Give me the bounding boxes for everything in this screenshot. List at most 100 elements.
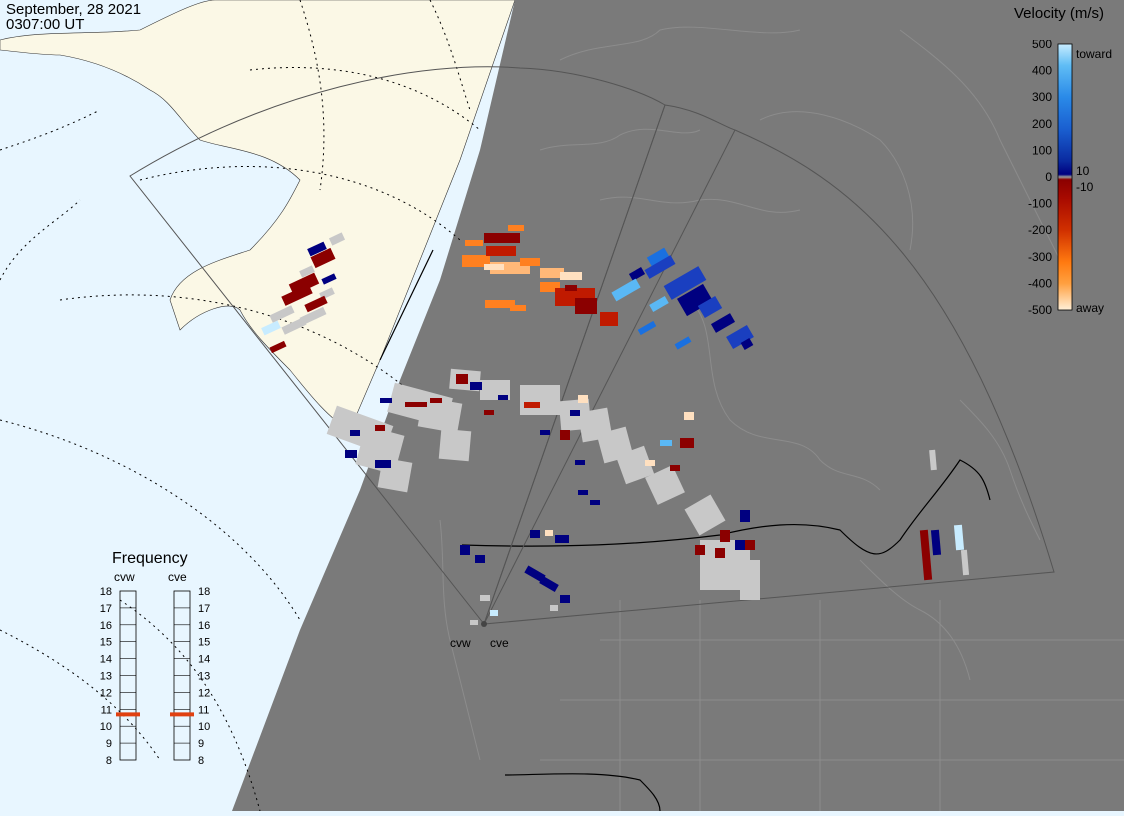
velocity-cell	[590, 500, 600, 505]
latitude-lines	[0, 0, 481, 812]
velocity-cell	[726, 324, 754, 350]
velocity-cell	[310, 247, 336, 269]
site-label-cvw: cvw	[450, 636, 471, 650]
velocity-cell	[953, 524, 965, 551]
velocity-cell	[490, 610, 498, 616]
velocity-cell	[735, 540, 745, 550]
velocity-cell	[350, 430, 360, 436]
velocity-cell	[460, 545, 470, 555]
velocity-cell	[456, 374, 468, 384]
velocity-cell	[677, 283, 713, 317]
velocity-cell	[345, 450, 357, 458]
colorbar-inner-pos: 10	[1076, 164, 1090, 178]
velocity-cell	[670, 465, 680, 471]
velocity-cell	[960, 549, 970, 576]
velocity-colorbar: 500 400 300 200 100 0 -100 -200 -300 -400 -500 10 -1…	[1028, 40, 1112, 317]
coastlines	[439, 26, 1124, 811]
velocity-cell	[919, 529, 933, 581]
frequency-scale-left: 16	[100, 620, 112, 632]
site-label-cve: cve	[490, 636, 509, 650]
velocity-cell	[637, 320, 657, 336]
velocity-cell	[575, 298, 597, 314]
colorbar-tick-label: 0	[1045, 170, 1052, 184]
field-of-view	[129, 66, 1055, 626]
colorbar-inner-neg: -10	[1076, 180, 1094, 194]
velocity-cell	[645, 465, 685, 505]
velocity-cell	[321, 273, 337, 285]
velocity-cell	[520, 385, 560, 415]
frequency-scale-right: 15	[198, 637, 210, 649]
velocity-cell	[646, 247, 670, 267]
velocity-cell	[430, 398, 442, 403]
velocity-cell	[380, 398, 392, 403]
velocity-cell	[484, 264, 504, 270]
velocity-cell	[663, 266, 707, 300]
velocity-cell	[470, 620, 478, 625]
alaska-land	[0, 0, 516, 431]
colorbar-tick-label: -100	[1028, 197, 1052, 211]
frequency-panel: 18 18 17 17 16 16 15 15 14 14 13 13 12 12 11 11 10 10 9 9 8 8	[100, 586, 211, 767]
velocity-cell	[498, 395, 508, 400]
colorbar-tick-label: 300	[1032, 90, 1052, 104]
velocity-cell	[510, 305, 526, 311]
velocity-cell	[484, 233, 520, 243]
velocity-cell	[485, 300, 515, 308]
frequency-scale-left: 17	[100, 603, 112, 615]
frequency-scale-left: 11	[101, 704, 112, 716]
velocity-cell	[375, 425, 385, 431]
velocity-cell	[261, 320, 281, 336]
frequency-scale-right: 11	[198, 704, 209, 716]
velocity-cell	[524, 402, 540, 408]
frequency-scale-right: 14	[198, 654, 210, 666]
velocity-cell	[462, 255, 490, 267]
colorbar-tick-label: 400	[1032, 64, 1052, 78]
velocity-cell	[710, 313, 736, 333]
frequency-scale-left: 15	[100, 637, 112, 649]
velocity-cell	[540, 268, 564, 278]
velocity-cell	[697, 295, 723, 319]
velocity-cell	[530, 530, 540, 538]
frequency-scale-left: 14	[100, 654, 112, 666]
frequency-scale-right: 18	[198, 586, 210, 598]
frequency-radar-cvw: cvw	[114, 570, 135, 584]
velocity-cell	[715, 548, 725, 558]
colorbar-away: away	[1076, 301, 1104, 315]
colorbar-tick-label: 100	[1032, 143, 1052, 157]
velocity-cell	[575, 460, 585, 465]
velocity-cell	[695, 545, 705, 555]
velocity-cell	[281, 317, 307, 335]
colorbar-tick-label: -200	[1028, 223, 1052, 237]
velocity-cell	[684, 412, 694, 420]
frequency-scale-right: 17	[198, 603, 210, 615]
frequency-scale-left: 8	[106, 755, 112, 767]
velocity-cell	[475, 555, 485, 563]
colorbar-tick-label: -300	[1028, 250, 1052, 264]
velocity-cell	[644, 255, 676, 279]
velocity-cells	[261, 225, 970, 625]
velocity-cell	[540, 282, 560, 292]
date-label: September, 28 2021	[6, 1, 142, 18]
frequency-scale-right: 13	[198, 671, 210, 683]
velocity-cell	[480, 595, 490, 601]
frequency-scale-left: 12	[100, 687, 112, 699]
velocity-cell	[299, 265, 315, 278]
velocity-cell	[550, 605, 558, 611]
legend-title: Velocity (m/s)	[1014, 5, 1105, 22]
velocity-cell	[578, 490, 588, 495]
velocity-cell	[565, 285, 577, 291]
frequency-scale-right: 10	[198, 721, 210, 733]
velocity-cell	[465, 240, 483, 246]
velocity-cell	[417, 396, 463, 434]
velocity-cell	[328, 232, 346, 246]
frequency-scale-left: 9	[106, 738, 112, 750]
frequency-scale-left: 10	[100, 721, 112, 733]
velocity-cell	[684, 494, 726, 536]
frequency-scale-right: 9	[198, 738, 204, 750]
velocity-cell	[269, 305, 295, 323]
velocity-cell	[555, 535, 569, 543]
velocity-cell	[615, 445, 655, 485]
colorbar-tick-label: -500	[1028, 303, 1052, 317]
frequency-title: Frequency	[112, 550, 188, 567]
